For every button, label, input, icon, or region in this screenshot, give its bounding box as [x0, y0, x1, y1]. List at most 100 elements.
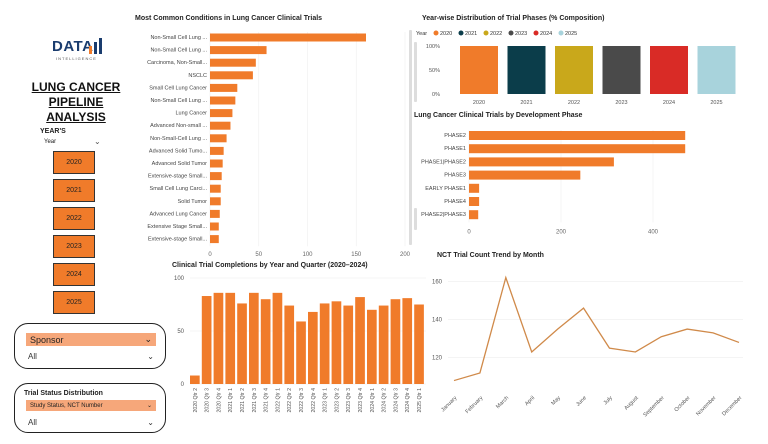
x-tick-label: 2021: [520, 100, 532, 106]
category-label: Lung Cancer: [176, 111, 208, 117]
category-label: NSCLC: [188, 73, 207, 79]
bar: [210, 71, 253, 80]
sponsor-dropdown[interactable]: Sponsor ⌄: [26, 333, 156, 346]
legend-title: Year: [416, 31, 427, 37]
page-title-line1: LUNG CANCER: [31, 80, 121, 94]
x-tick-label: 2023 Qtr 3: [346, 388, 352, 413]
phases-chart: Year 2020 2021 2022 2023 2024 2025 0% 50% 100% 202…: [414, 30, 736, 106]
bar: [507, 46, 546, 94]
x-tick-label: 2022 Qtr 3: [299, 388, 305, 413]
bar: [460, 46, 498, 94]
trial-status-value[interactable]: All ⌄: [28, 418, 154, 427]
category-label: Non-Small Cell Lung ...: [150, 98, 207, 104]
x-tick-label: 2021 Qtr 3: [252, 388, 258, 413]
bar: [284, 305, 295, 384]
category-label: Advanced Solid Tumor: [152, 161, 208, 167]
x-tick-label: 200: [400, 252, 411, 258]
category-label: Advanced Solid Tumo...: [149, 148, 208, 154]
bar: [378, 305, 389, 384]
bar: [469, 183, 480, 193]
bar: [190, 375, 200, 384]
legend-dot: [533, 30, 539, 36]
legend-label: 2022: [490, 31, 502, 37]
x-tick-label: 2020 Qtr 2: [193, 388, 199, 413]
category-label: PHASE2: [444, 133, 466, 139]
y-tick-label: 160: [432, 279, 443, 285]
bar: [272, 292, 283, 384]
x-tick-label: 2022 Qtr 2: [287, 388, 293, 413]
bar: [225, 292, 236, 384]
year-dropdown-label[interactable]: Year: [44, 139, 57, 145]
x-tick-label: 2021 Qtr 2: [240, 388, 246, 413]
year-button-2024[interactable]: 2024: [53, 263, 95, 286]
brand-logo: DATA: [52, 38, 94, 55]
dev-phase-chart: 0 200 400 PHASE2 PHASE1 PHASE1|PHASE2 PHASE3 EA…: [414, 130, 686, 234]
legend-dot: [458, 30, 464, 36]
legend-label: 2020: [440, 31, 452, 37]
x-tick-label: 2022: [568, 100, 580, 106]
scrollbar: [414, 42, 417, 102]
bar: [210, 121, 231, 130]
sponsor-slicer: [14, 323, 166, 369]
legend-dot: [483, 30, 489, 36]
x-tick-label: 150: [351, 252, 362, 258]
x-tick-label: 2020 Qtr 4: [216, 388, 222, 413]
trial-status-field: Study Status, NCT Number: [30, 402, 103, 409]
bar: [249, 292, 259, 384]
x-tick-label: September: [642, 395, 665, 418]
year-button-2021[interactable]: 2021: [53, 179, 95, 202]
x-tick-label: November: [695, 395, 717, 417]
x-tick-label: 2022 Qtr 1: [275, 388, 281, 413]
bar: [469, 144, 686, 154]
x-tick-label: 2024 Qtr 3: [393, 388, 399, 413]
legend-label: 2021: [465, 31, 477, 37]
x-tick-label: January: [440, 395, 458, 413]
x-tick-label: 2025: [710, 100, 722, 106]
chevron-down-icon: ⌄: [147, 352, 154, 361]
x-tick-label: 2024: [663, 100, 675, 106]
trial-status-dropdown[interactable]: Study Status, NCT Number ⌄: [26, 400, 156, 411]
trial-status-title: Trial Status Distribution: [24, 390, 103, 397]
bar: [210, 58, 256, 67]
category-label: Extensive-stage Small...: [148, 174, 207, 180]
bar: [213, 292, 224, 384]
bar: [210, 134, 227, 143]
bar: [469, 170, 581, 180]
category-label: PHASE4: [444, 199, 466, 205]
sponsor-value[interactable]: All ⌄: [28, 352, 154, 361]
x-tick-label: July: [603, 395, 614, 406]
year-button-2025[interactable]: 2025: [53, 291, 95, 314]
y-tick-label: 50: [177, 329, 184, 335]
category-label: Solid Tumor: [178, 199, 208, 205]
legend-dot: [508, 30, 514, 36]
bar: [367, 309, 377, 384]
bar: [469, 197, 480, 206]
years-slicer-title: YEAR'S: [40, 128, 66, 135]
x-tick-label: December: [721, 395, 743, 417]
bar: [343, 305, 354, 384]
x-tick-label: 2023 Qtr 4: [358, 388, 364, 413]
year-button-2023[interactable]: 2023: [53, 235, 95, 258]
year-button-2020[interactable]: 2020: [53, 151, 95, 174]
bar: [414, 304, 424, 384]
year-button-2022[interactable]: 2022: [53, 207, 95, 230]
x-tick-label: 0: [208, 252, 212, 258]
x-tick-label: 0: [467, 229, 471, 234]
category-label: Extensive Stage Small...: [147, 224, 207, 230]
category-label: Carcinoma, Non-Small...: [147, 60, 207, 66]
bar: [210, 235, 219, 244]
bar: [237, 303, 247, 384]
bar: [260, 299, 271, 384]
x-tick-label: August: [623, 395, 640, 412]
bar: [210, 197, 221, 206]
conditions-chart-title: Most Common Conditions in Lung Cancer Cl…: [135, 15, 323, 22]
logo-bars-icon: [89, 38, 102, 54]
bar: [210, 184, 221, 193]
dev-phase-chart-title: Lung Cancer Clinical Trials by Developme…: [414, 112, 583, 119]
x-tick-label: 2024 Qtr 2: [382, 388, 388, 413]
bar: [697, 46, 736, 94]
y-tick-label: 140: [432, 318, 443, 324]
x-tick-label: 2020: [473, 100, 485, 106]
chevron-down-icon[interactable]: ⌄: [94, 137, 101, 146]
legend-label: 2025: [565, 31, 577, 37]
